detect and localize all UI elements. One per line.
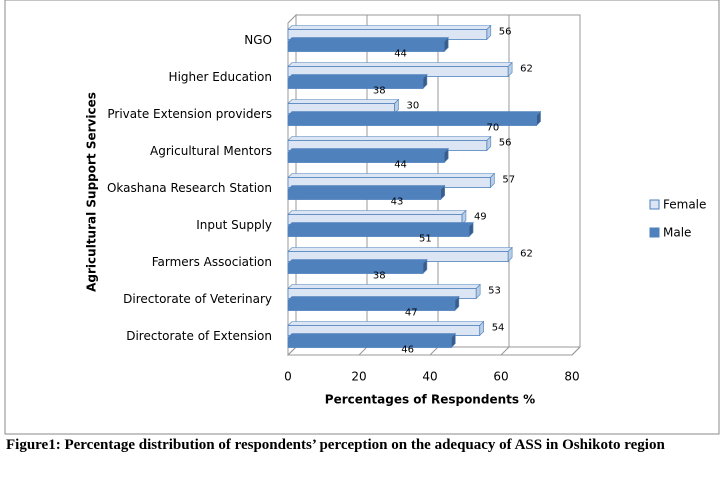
bar bbox=[287, 152, 445, 163]
bar-top bbox=[287, 136, 492, 141]
value-label: 56 bbox=[499, 138, 512, 149]
value-label: 44 bbox=[394, 49, 407, 60]
y-tick-label: Higher Education bbox=[169, 70, 272, 84]
bar-top bbox=[287, 247, 513, 252]
bar-top bbox=[287, 173, 496, 178]
x-tick-label: 60 bbox=[493, 370, 508, 384]
chart-border bbox=[4, 0, 720, 435]
legend-label: Female bbox=[663, 198, 706, 212]
bar-top bbox=[287, 148, 449, 153]
x-tick-label: 20 bbox=[351, 370, 366, 384]
y-axis-label: Agricultural Support Services bbox=[85, 92, 99, 292]
bar bbox=[287, 115, 537, 126]
x-axis-label: Percentages of Respondents % bbox=[325, 393, 535, 407]
bar bbox=[287, 189, 442, 200]
bar-top bbox=[287, 296, 460, 301]
value-label: 44 bbox=[394, 160, 407, 171]
bar bbox=[287, 300, 456, 311]
value-label: 38 bbox=[373, 271, 386, 282]
bar-top bbox=[287, 25, 492, 30]
legend-label: Male bbox=[663, 226, 691, 240]
value-label: 43 bbox=[391, 197, 404, 208]
value-label: 56 bbox=[499, 27, 512, 38]
value-label: 49 bbox=[474, 212, 487, 223]
y-tick-label: Okashana Research Station bbox=[107, 181, 272, 195]
value-label: 70 bbox=[487, 123, 500, 134]
x-tick-label: 0 bbox=[284, 370, 292, 384]
value-label: 54 bbox=[492, 323, 505, 334]
bar bbox=[287, 41, 445, 52]
value-label: 30 bbox=[407, 101, 420, 112]
y-tick-label: Directorate of Veterinary bbox=[123, 292, 272, 306]
chart: Percentages of Respondents % Agricultura… bbox=[4, 0, 720, 435]
bar bbox=[287, 263, 424, 274]
y-tick-label: Farmers Association bbox=[152, 255, 272, 269]
x-tick-label: 40 bbox=[422, 370, 437, 384]
bar bbox=[287, 337, 452, 348]
value-label: 47 bbox=[405, 308, 418, 319]
bar-top bbox=[287, 321, 485, 326]
bar-top bbox=[287, 185, 446, 190]
value-label: 62 bbox=[520, 64, 533, 75]
y-tick-label: Input Supply bbox=[196, 218, 272, 232]
bar-top bbox=[287, 222, 474, 227]
value-label: 57 bbox=[502, 175, 515, 186]
bar-top bbox=[287, 333, 457, 338]
y-tick-label: Directorate of Extension bbox=[126, 329, 272, 343]
bar-top bbox=[287, 210, 467, 215]
y-tick-label: Agricultural Mentors bbox=[150, 144, 272, 158]
bar-top bbox=[287, 284, 481, 289]
bar-top bbox=[287, 259, 428, 264]
value-label: 53 bbox=[488, 286, 501, 297]
value-label: 38 bbox=[373, 86, 386, 97]
bar bbox=[287, 78, 424, 89]
bar-top bbox=[287, 74, 428, 79]
y-tick-label: Private Extension providers bbox=[107, 107, 272, 121]
legend-swatch bbox=[649, 227, 660, 238]
grid-line bbox=[571, 15, 581, 356]
legend-swatch bbox=[649, 199, 660, 210]
bar-top bbox=[287, 99, 400, 104]
value-label: 51 bbox=[419, 234, 432, 245]
bar-top bbox=[287, 62, 513, 67]
figure-caption: Figure1: Percentage distribution of resp… bbox=[6, 437, 665, 453]
bar-top bbox=[287, 111, 542, 116]
x-tick-label: 80 bbox=[564, 370, 579, 384]
bar bbox=[287, 226, 470, 237]
y-tick-label: NGO bbox=[244, 33, 272, 47]
value-label: 46 bbox=[401, 345, 414, 356]
value-label: 62 bbox=[520, 249, 533, 260]
bar-top bbox=[287, 37, 449, 42]
